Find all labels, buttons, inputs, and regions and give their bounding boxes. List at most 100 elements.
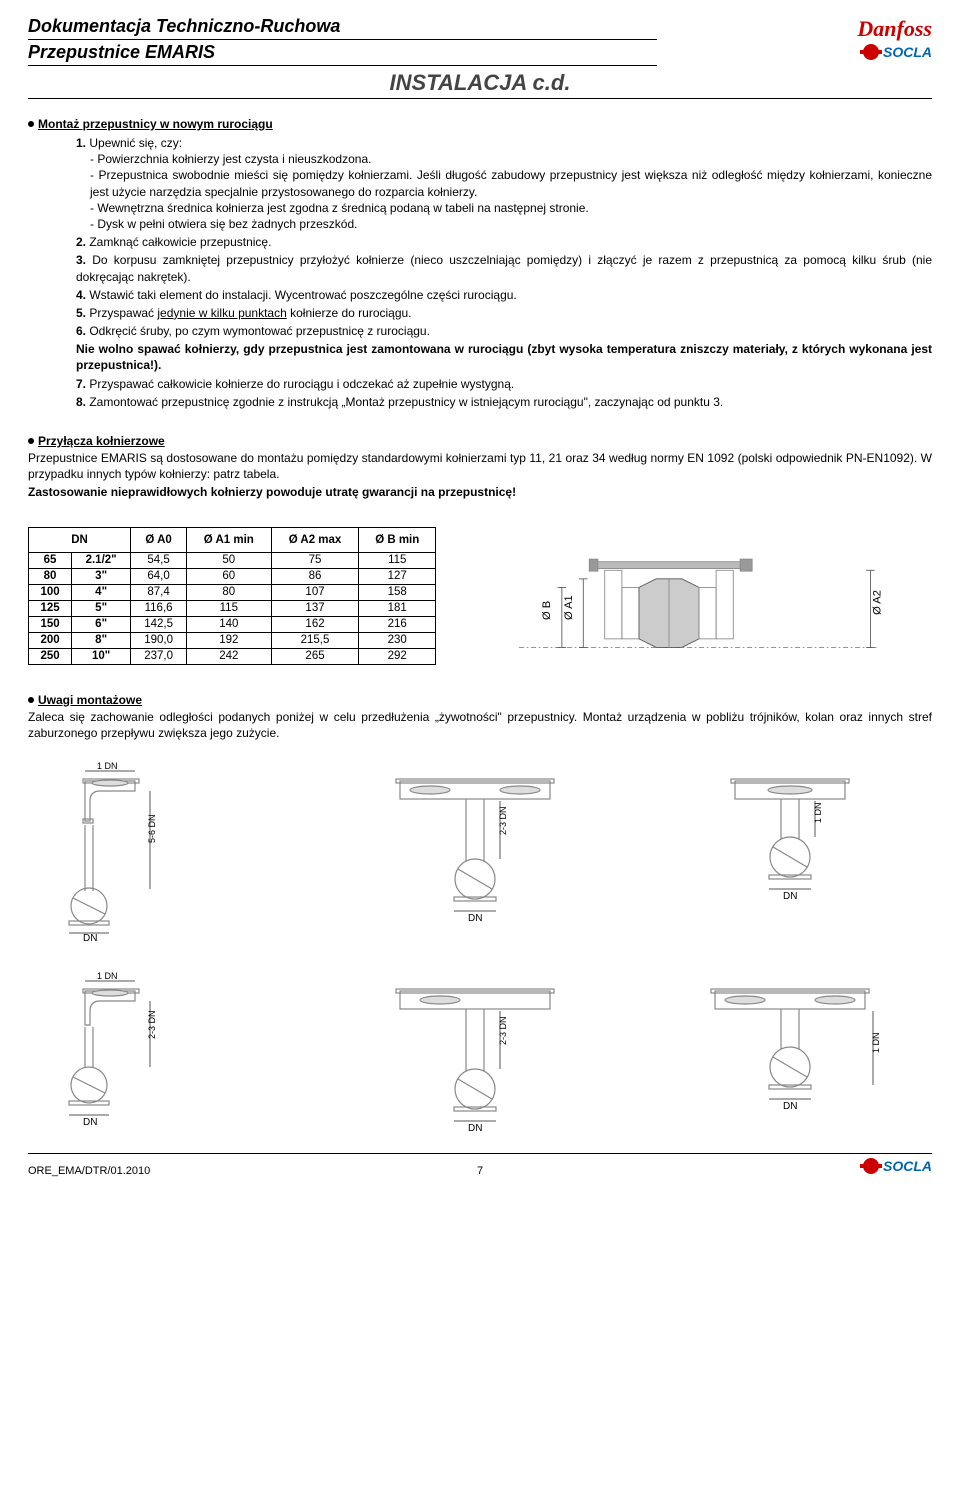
table-cell: 140	[187, 616, 271, 632]
table-row: 1506"142,5140162216	[29, 616, 436, 632]
dash-list: - Powierzchnia kołnierzy jest czysta i n…	[90, 151, 932, 232]
dash4: - Dysk w pełni otwiera się bez żadnych p…	[90, 216, 932, 232]
doc-subtitle: Przepustnice EMARIS	[28, 42, 657, 66]
dash3: - Wewnętrzna średnica kołnierza jest zgo…	[90, 200, 932, 216]
step4: 4. Wstawić taki element do instalacji. W…	[76, 287, 932, 303]
table-cell: 60	[187, 568, 271, 584]
socla-text: SOCLA	[883, 44, 932, 60]
table-cell: 116,6	[131, 600, 187, 616]
section2-p2: Zastosowanie nieprawidłowych kołnierzy p…	[28, 484, 932, 500]
table-cell: 115	[187, 600, 271, 616]
socla-text-footer: SOCLA	[883, 1158, 932, 1174]
flange-cross-section: Ø B Ø A1 Ø A2	[466, 536, 932, 656]
table-cell: 216	[359, 616, 436, 632]
footer-right: SOCLA	[863, 1158, 932, 1177]
footer-page-num: 7	[477, 1165, 483, 1177]
bullet-icon	[28, 438, 34, 444]
section2-p1: Przepustnice EMARIS są dostosowane do mo…	[28, 450, 932, 482]
svg-text:2-3 DN: 2-3 DN	[498, 806, 508, 835]
section3-title: Uwagi montażowe	[28, 693, 932, 707]
svg-text:DN: DN	[468, 913, 482, 924]
table-cell: 237,0	[131, 648, 187, 664]
step8: 8. Zamontować przepustnicę zgodnie z ins…	[76, 394, 932, 410]
step5: 5. Przyspawać jedynie w kilku punktach k…	[76, 305, 932, 321]
section2: Przyłącza kołnierzowe Przepustnice EMARI…	[28, 434, 932, 665]
section2-title-text: Przyłącza kołnierzowe	[38, 434, 165, 448]
section1-title: Montaż przepustnicy w nowym rurociągu	[28, 117, 932, 131]
footer-left: ORE_EMA/DTR/01.2010	[28, 1165, 150, 1177]
th-a2: Ø A2 max	[271, 527, 359, 552]
warn: Nie wolno spawać kołnierzy, gdy przepust…	[76, 341, 932, 373]
step1-num: 1.	[76, 136, 86, 150]
table-cell: 200	[29, 632, 72, 648]
table-cell: 6"	[72, 616, 131, 632]
table-cell: 65	[29, 552, 72, 568]
table-row: 1255"116,6115137181	[29, 600, 436, 616]
table-cell: 87,4	[131, 584, 187, 600]
table-row: 25010"237,0242265292	[29, 648, 436, 664]
table-cell: 181	[359, 600, 436, 616]
table-cell: 5"	[72, 600, 131, 616]
bullet-icon	[28, 697, 34, 703]
table-cell: 127	[359, 568, 436, 584]
step6: 6. Odkręcić śruby, po czym wymontować pr…	[76, 323, 932, 339]
section2-title: Przyłącza kołnierzowe	[28, 434, 932, 448]
section3-text: Zaleca się zachowanie odległości podanyc…	[28, 709, 932, 741]
table-cell: 4"	[72, 584, 131, 600]
table-cell: 230	[359, 632, 436, 648]
table-row: 652.1/2"54,55075115	[29, 552, 436, 568]
svg-text:1 DN: 1 DN	[97, 761, 118, 771]
table-cell: 86	[271, 568, 359, 584]
label-phiA2: Ø A2	[872, 590, 884, 615]
svg-text:DN: DN	[783, 1101, 797, 1112]
socla-valve-icon	[863, 1158, 879, 1174]
th-a1: Ø A1 min	[187, 527, 271, 552]
table-cell: 80	[29, 568, 72, 584]
socla-valve-icon	[863, 44, 879, 60]
th-dn: DN	[29, 527, 131, 552]
table-cell: 192	[187, 632, 271, 648]
header-left: Dokumentacja Techniczno-Ruchowa Przepust…	[28, 16, 857, 66]
step7: 7. Przyspawać całkowicie kołnierze do ru…	[76, 376, 932, 392]
table-cell: 107	[271, 584, 359, 600]
page-footer: ORE_EMA/DTR/01.2010 7 SOCLA	[28, 1153, 932, 1177]
svg-text:1 DN: 1 DN	[871, 1032, 881, 1053]
table-cell: 265	[271, 648, 359, 664]
table-cell: 3"	[72, 568, 131, 584]
section3-title-text: Uwagi montażowe	[38, 693, 142, 707]
dash1: - Powierzchnia kołnierzy jest czysta i n…	[90, 151, 932, 167]
svg-text:1 DN: 1 DN	[813, 802, 823, 823]
danfoss-logo: Danfoss	[857, 16, 932, 42]
table-row: 1004"87,480107158	[29, 584, 436, 600]
svg-text:2-3 DN: 2-3 DN	[498, 1016, 508, 1045]
label-phiA1: Ø A1	[563, 595, 575, 620]
table-cell: 50	[187, 552, 271, 568]
page-header: Dokumentacja Techniczno-Ruchowa Przepust…	[28, 16, 932, 66]
drawings-grid: 1 DN 5-6 DN DN	[28, 761, 932, 1151]
table-cell: 250	[29, 648, 72, 664]
heading-rule	[28, 98, 932, 99]
svg-text:5-6 DN: 5-6 DN	[147, 814, 157, 843]
table-cell: 8"	[72, 632, 131, 648]
step1: 1. Upewnić się, czy:	[76, 135, 932, 151]
main-heading: INSTALACJA c.d.	[28, 70, 932, 96]
th-b: Ø B min	[359, 527, 436, 552]
label-phiB: Ø B	[541, 600, 553, 619]
table-fig-row: DN Ø A0 Ø A1 min Ø A2 max Ø B min 652.1/…	[28, 527, 932, 665]
doc-title: Dokumentacja Techniczno-Ruchowa	[28, 16, 657, 40]
table-cell: 10"	[72, 648, 131, 664]
th-a0: Ø A0	[131, 527, 187, 552]
drawing-elbow-56dn: 1 DN 5-6 DN DN	[55, 761, 275, 941]
logo-stack: Danfoss SOCLA	[857, 16, 932, 60]
table-cell: 100	[29, 584, 72, 600]
table-cell: 150	[29, 616, 72, 632]
drawing-tee-23dn-b: 2-3 DN DN	[370, 971, 590, 1151]
drawing-tee-side-1dn: 1 DN DN	[685, 971, 905, 1151]
step3: 3. Do korpusu zamkniętej przepustnicy pr…	[76, 252, 932, 284]
dash2: - Przepustnica swobodnie mieści się pomi…	[90, 167, 932, 199]
svg-text:DN: DN	[783, 891, 797, 902]
table-cell: 158	[359, 584, 436, 600]
table-cell: 292	[359, 648, 436, 664]
table-cell: 137	[271, 600, 359, 616]
step2: 2. Zamknąć całkowicie przepustnicę.	[76, 234, 932, 250]
